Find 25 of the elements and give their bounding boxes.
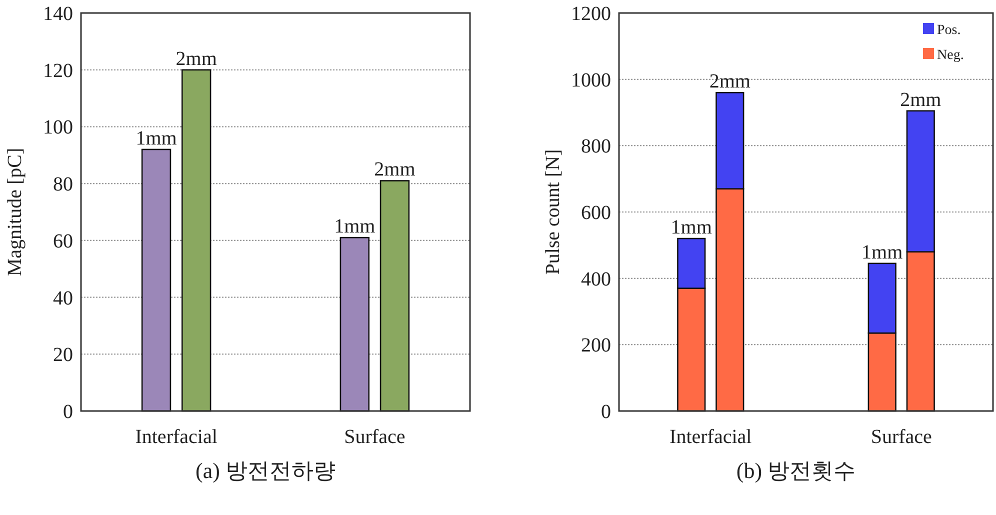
y-tick-label: 1000: [571, 69, 611, 92]
series-label: 1mm: [334, 216, 376, 238]
y-tick-label: 0: [63, 401, 73, 423]
text: 2mm: [176, 48, 217, 70]
text: (b) 방전횟수: [736, 458, 856, 483]
y-tick-label: 600: [581, 202, 611, 224]
y-tick-label: 200: [581, 334, 611, 357]
y-axis-title: Magnitude [pC]: [4, 148, 26, 276]
legend-label: Pos.: [937, 23, 961, 38]
y-tick-label: 800: [581, 136, 611, 158]
y-tick-label: 400: [581, 268, 611, 290]
y-tick-label: 120: [43, 60, 73, 82]
legend-label: Neg.: [937, 48, 964, 63]
y-tick-label: 20: [53, 344, 73, 366]
y-tick-label: 40: [53, 287, 73, 310]
y-tick-label: 140: [43, 3, 73, 25]
y-axis-title: Pulse count [N]: [542, 149, 564, 275]
text: (a) 방전전하량: [196, 458, 336, 483]
y-tick-label: 1200: [571, 3, 611, 25]
text: 1mm: [136, 127, 177, 150]
y-tick-label: 60: [53, 230, 73, 252]
y-tick-label: 80: [53, 174, 73, 196]
series-label: 2mm: [374, 158, 416, 181]
y-tick-label: 100: [43, 116, 73, 139]
y-tick-label: 0: [601, 401, 611, 423]
